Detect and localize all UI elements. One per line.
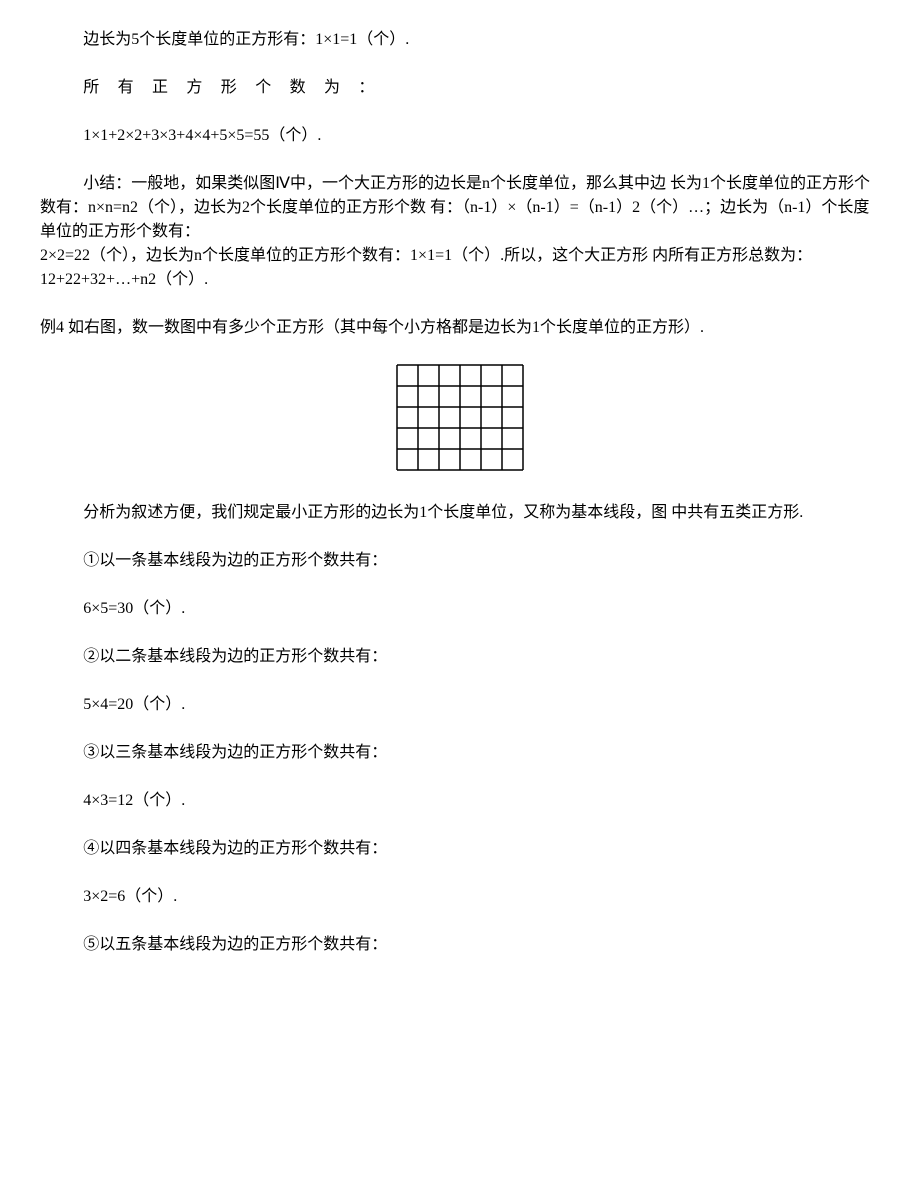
summary-part-a: 小结：一般地，如果类似图Ⅳ中，一个大正方形的边长是n个长度单位，那么其中边 长为… xyxy=(40,172,880,244)
item-3-label: ③以三条基本线段为边的正方形个数共有： xyxy=(40,741,880,765)
line-5unit-squares: 边长为5个长度单位的正方形有：1×1=1（个）. xyxy=(40,28,880,52)
item-4-label: ④以四条基本线段为边的正方形个数共有： xyxy=(40,837,880,861)
example-4-prompt: 例4 如右图，数一数图中有多少个正方形（其中每个小方格都是边长为1个长度单位的正… xyxy=(40,316,880,340)
item-4-calc: 3×2=6（个）. xyxy=(40,885,880,909)
summary-part-b: 2×2=22（个），边长为n个长度单位的正方形个数有：1×1=1（个）.所以，这… xyxy=(40,244,880,292)
item-1-calc: 6×5=30（个）. xyxy=(40,597,880,621)
item-2-label: ②以二条基本线段为边的正方形个数共有： xyxy=(40,645,880,669)
item-1-label: ①以一条基本线段为边的正方形个数共有： xyxy=(40,549,880,573)
grid-figure xyxy=(396,364,524,471)
line-total-sum: 1×1+2×2+3×3+4×4+5×5=55（个）. xyxy=(40,124,880,148)
item-2-calc: 5×4=20（个）. xyxy=(40,693,880,717)
item-3-calc: 4×3=12（个）. xyxy=(40,789,880,813)
summary-paragraph: 小结：一般地，如果类似图Ⅳ中，一个大正方形的边长是n个长度单位，那么其中边 长为… xyxy=(40,172,880,292)
line-total-label: 所 有 正 方 形 个 数 为 ： xyxy=(40,76,880,100)
analysis-intro: 分析为叙述方便，我们规定最小正方形的边长为1个长度单位，又称为基本线段，图 中共… xyxy=(40,501,880,525)
item-5-label: ⑤以五条基本线段为边的正方形个数共有： xyxy=(40,933,880,957)
grid-figure-container xyxy=(40,364,880,471)
